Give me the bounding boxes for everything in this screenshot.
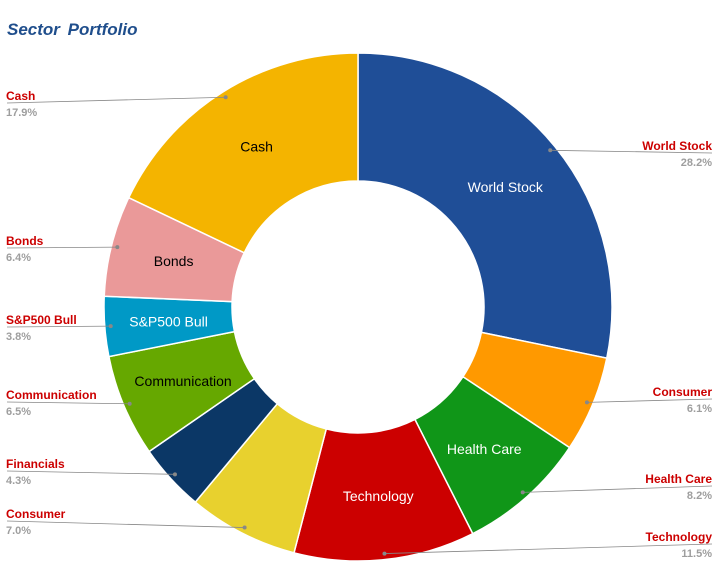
leader-line-health-care-2	[522, 485, 713, 493]
outside-pct-bonds-8: 6.4%	[6, 252, 31, 264]
leader-line-consumer-1	[586, 398, 713, 403]
slice-label-sandp500-bull-7: S&P500 Bull	[129, 314, 208, 330]
leader-line-communication-6	[6, 401, 130, 405]
outside-label-consumer-4: Consumer	[6, 507, 66, 521]
leader-dot-sandp500-bull-7	[108, 324, 113, 329]
leader-dot-bonds-8	[115, 245, 120, 250]
outside-label-consumer-1: Consumer	[653, 385, 713, 399]
leader-line-bonds-8	[6, 246, 118, 249]
outside-pct-financials-5: 4.3%	[6, 475, 31, 487]
slice-label-bonds-8: Bonds	[154, 253, 194, 269]
leader-dot-cash-9	[223, 95, 228, 100]
outside-label-world-stock-0: World Stock	[642, 139, 712, 153]
chart-title: Sector Portfolio	[7, 20, 138, 39]
outside-label-bonds-8: Bonds	[6, 234, 44, 248]
outside-pct-consumer-1: 6.1%	[687, 403, 712, 415]
slice-cash-9[interactable]	[127, 52, 359, 254]
leader-line-consumer-4	[6, 520, 245, 528]
leader-dot-communication-6	[127, 401, 132, 406]
outside-pct-technology-3: 11.5%	[681, 548, 712, 560]
outside-pct-consumer-4: 7.0%	[6, 525, 31, 537]
leader-line-cash-9	[6, 96, 226, 104]
outside-pct-cash-9: 17.9%	[6, 107, 37, 119]
outside-pct-health-care-2: 8.2%	[687, 490, 712, 502]
leader-dot-financials-5	[172, 472, 177, 477]
outside-label-health-care-2: Health Care	[645, 472, 712, 486]
leader-dot-technology-3	[382, 551, 387, 556]
outside-label-communication-6: Communication	[6, 388, 97, 402]
leader-dot-consumer-1	[584, 400, 589, 405]
leader-dot-world-stock-0	[548, 148, 553, 153]
slice-label-health-care-2: Health Care	[447, 441, 522, 457]
outside-pct-communication-6: 6.5%	[6, 406, 31, 418]
leader-dot-health-care-2	[520, 490, 525, 495]
slice-label-cash-9: Cash	[240, 138, 273, 154]
outside-label-financials-5: Financials	[6, 457, 65, 471]
leader-dot-consumer-4	[242, 525, 247, 530]
slice-label-technology-3: Technology	[343, 488, 414, 504]
outside-label-sandp500-bull-7: S&P500 Bull	[6, 313, 77, 327]
leader-line-technology-3	[384, 543, 713, 554]
outside-pct-sandp500-bull-7: 3.8%	[6, 331, 31, 343]
leader-line-sandp500-bull-7	[6, 325, 111, 328]
slice-label-world-stock-0: World Stock	[468, 179, 544, 195]
slice-label-communication-6: Communication	[134, 373, 231, 389]
outside-label-cash-9: Cash	[6, 89, 35, 103]
leader-line-financials-5	[6, 470, 175, 475]
leader-line-world-stock-0	[550, 149, 713, 154]
outside-label-technology-3: Technology	[646, 530, 713, 544]
outside-pct-world-stock-0: 28.2%	[681, 157, 712, 169]
slice-world-stock-0[interactable]	[357, 52, 613, 360]
